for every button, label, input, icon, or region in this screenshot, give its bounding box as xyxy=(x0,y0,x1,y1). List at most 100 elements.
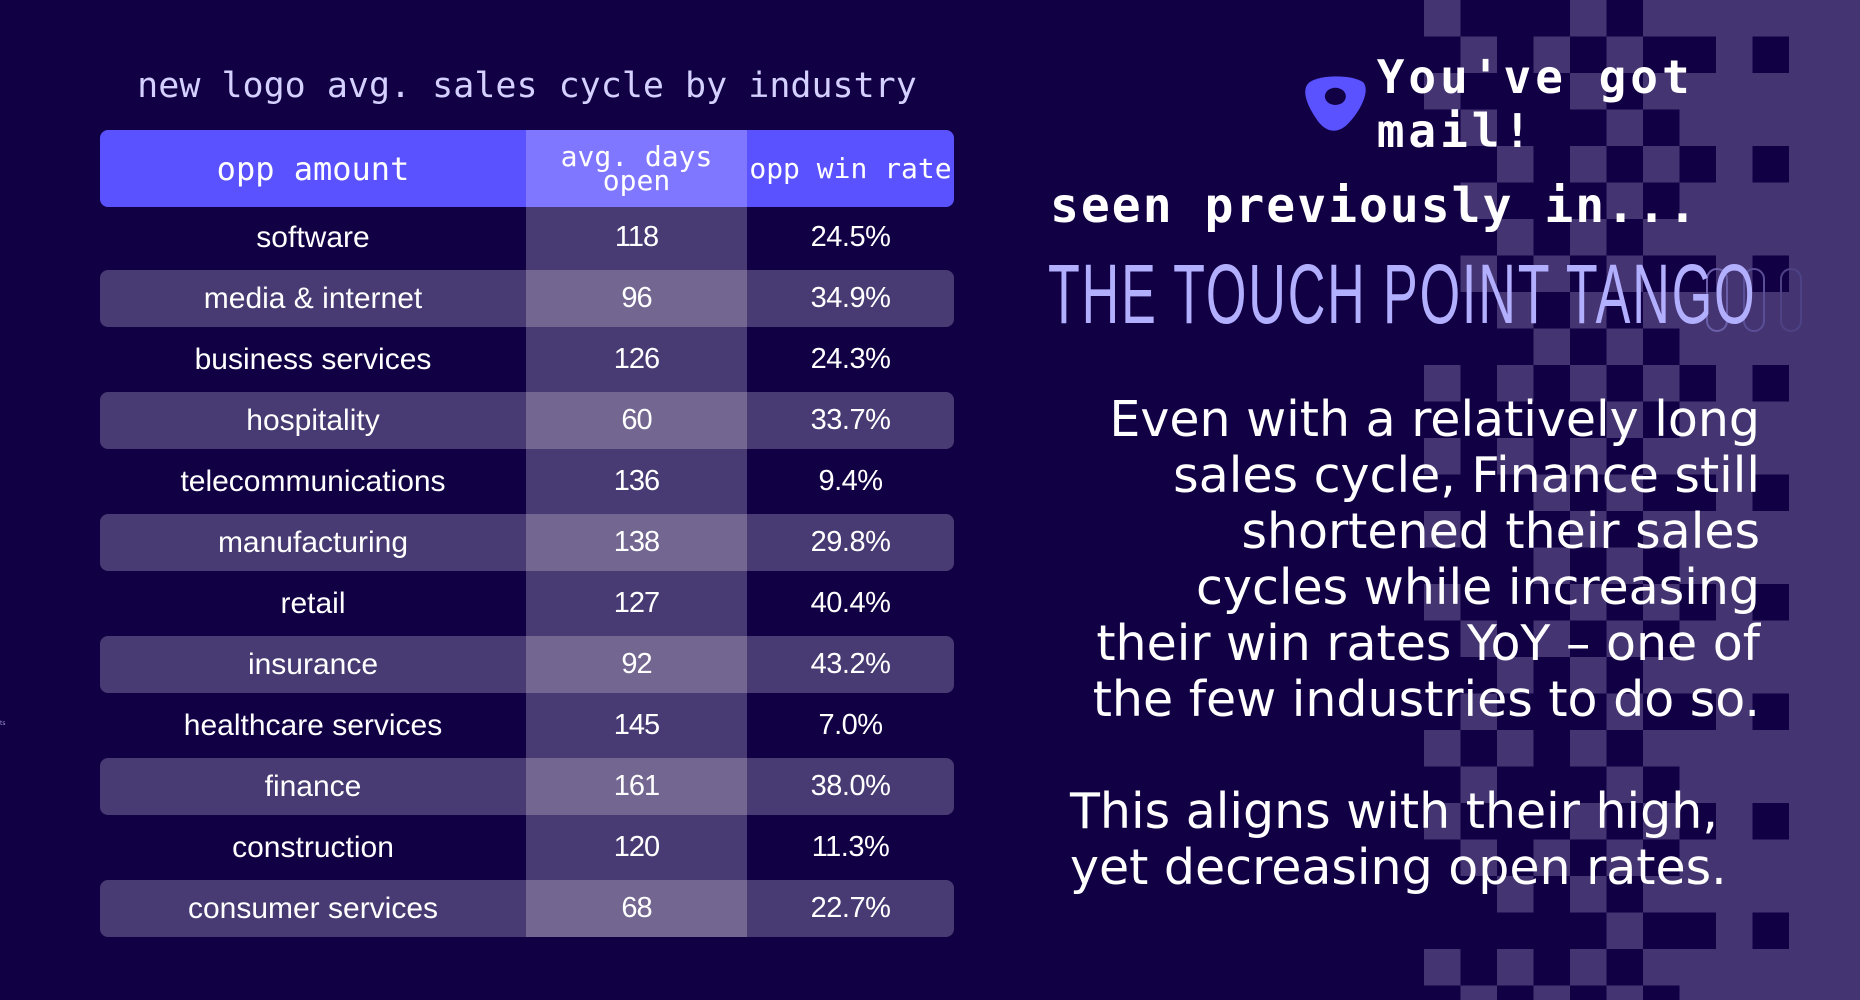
callout-paragraph-1: Even with a relatively long sales cycle, … xyxy=(1040,392,1760,728)
pattern-square xyxy=(1752,547,1789,584)
pattern-square xyxy=(1825,657,1860,694)
table-body: software 118 24.5% media & internet 96 34.9% b… xyxy=(100,207,954,937)
pattern-square xyxy=(1716,985,1753,1000)
pattern-square xyxy=(1606,766,1643,803)
pattern-square xyxy=(1752,0,1789,37)
brand-tagline: You've got mail! xyxy=(1376,50,1694,158)
pattern-square xyxy=(1679,839,1716,876)
pattern-square xyxy=(1789,182,1826,219)
pattern-square xyxy=(1643,292,1680,329)
pattern-square xyxy=(1570,657,1607,694)
pattern-square xyxy=(1752,949,1789,986)
pattern-square xyxy=(1679,401,1716,438)
cell-industry: manufacturing xyxy=(217,525,409,559)
pattern-square xyxy=(1460,255,1497,292)
pattern-square xyxy=(1716,949,1753,986)
pattern-square xyxy=(1679,219,1716,256)
pattern-square xyxy=(1643,803,1680,840)
table-row: healthcare services 145 7.0% xyxy=(100,695,954,756)
pattern-square xyxy=(1825,474,1860,511)
pattern-square xyxy=(1643,511,1680,548)
pattern-square xyxy=(1643,876,1680,913)
pattern-square xyxy=(1716,401,1753,438)
pattern-square xyxy=(1716,146,1753,183)
pattern-square xyxy=(1679,657,1716,694)
cell-avg-days-open: 68 xyxy=(526,880,747,937)
pattern-square xyxy=(1789,985,1826,1000)
pattern-square xyxy=(1643,146,1680,183)
callout-line: Even with a relatively long xyxy=(1109,391,1760,448)
pattern-square xyxy=(1643,730,1680,767)
pattern-square xyxy=(1716,912,1753,949)
pattern-square xyxy=(1679,0,1716,37)
pattern-square xyxy=(1533,839,1570,876)
pattern-square xyxy=(1825,146,1860,183)
pattern-square xyxy=(1679,438,1716,475)
cell-opp-win-rate: 33.7% xyxy=(810,404,891,436)
table-header-row: opp amount avg. days open opp win rate xyxy=(100,130,954,207)
pattern-square xyxy=(1497,219,1534,256)
cell-opp-win-rate: 9.4% xyxy=(818,465,883,497)
pattern-square xyxy=(1606,839,1643,876)
pattern-square xyxy=(1679,109,1716,146)
pattern-square xyxy=(1825,949,1860,986)
pattern-square xyxy=(1497,365,1534,402)
pattern-square xyxy=(1460,620,1497,657)
pattern-square xyxy=(1679,73,1716,110)
pattern-square xyxy=(1716,547,1753,584)
cell-industry: construction xyxy=(232,830,394,864)
pattern-square xyxy=(1643,949,1680,986)
pattern-square xyxy=(1789,657,1826,694)
pattern-square xyxy=(1460,693,1497,730)
pattern-square xyxy=(1789,584,1826,621)
cell-opp-win-rate: 38.0% xyxy=(810,770,891,802)
pattern-square xyxy=(1752,109,1789,146)
pattern-square xyxy=(1716,438,1753,475)
series-title: THE TOUCH POINT TANGO xyxy=(1048,252,1860,336)
pattern-square xyxy=(1789,0,1826,37)
cell-avg-days-open: 126 xyxy=(613,343,660,375)
callout-line: yet decreasing open rates. xyxy=(1070,839,1727,896)
pattern-square xyxy=(1570,730,1607,767)
pattern-square xyxy=(1606,328,1643,365)
cell-industry: media & internet xyxy=(203,281,423,315)
pattern-square xyxy=(1643,219,1680,256)
pattern-square xyxy=(1825,803,1860,840)
pattern-square xyxy=(1606,474,1643,511)
column-header-avg-days-open[interactable]: avg. days open xyxy=(526,130,747,207)
pattern-square xyxy=(1825,109,1860,146)
outreach-logo-icon xyxy=(1305,76,1366,131)
pattern-square xyxy=(1789,730,1826,767)
pattern-square xyxy=(1679,730,1716,767)
pattern-square xyxy=(1679,985,1716,1000)
pattern-square xyxy=(1570,438,1607,475)
column-header-opp-win-rate[interactable]: opp win rate xyxy=(749,151,952,185)
pattern-square xyxy=(1825,182,1860,219)
cell-industry: finance xyxy=(264,769,362,803)
pattern-square xyxy=(1424,584,1461,621)
table-title: new logo avg. sales cycle by industry xyxy=(137,66,917,106)
pattern-square xyxy=(1825,219,1860,256)
cell-opp-win-rate: 24.3% xyxy=(810,343,891,375)
avg-days-column-shade xyxy=(526,207,747,937)
pattern-square xyxy=(1789,219,1826,256)
pattern-square xyxy=(1679,949,1716,986)
pattern-square xyxy=(1533,474,1570,511)
pattern-square xyxy=(1460,109,1497,146)
callout-body: Even with a relatively long sales cycle, … xyxy=(1040,392,1760,896)
cell-opp-win-rate: 22.7% xyxy=(810,892,891,924)
table-row: hospitality 60 33.7% xyxy=(100,392,954,449)
pattern-square xyxy=(1789,876,1826,913)
pattern-square xyxy=(1533,255,1570,292)
pattern-square xyxy=(1570,365,1607,402)
table-row: retail 127 40.4% xyxy=(100,573,954,634)
cell-industry: business services xyxy=(194,342,432,376)
pattern-square xyxy=(1679,620,1716,657)
callout-line: This aligns with their high, xyxy=(1070,783,1718,840)
pattern-square xyxy=(1752,328,1789,365)
pattern-square xyxy=(1716,657,1753,694)
table-row: construction 120 11.3% xyxy=(100,817,954,878)
column-header-opp-amount[interactable]: opp amount xyxy=(216,149,410,188)
pattern-square xyxy=(1679,547,1716,584)
pattern-square xyxy=(1825,0,1860,37)
